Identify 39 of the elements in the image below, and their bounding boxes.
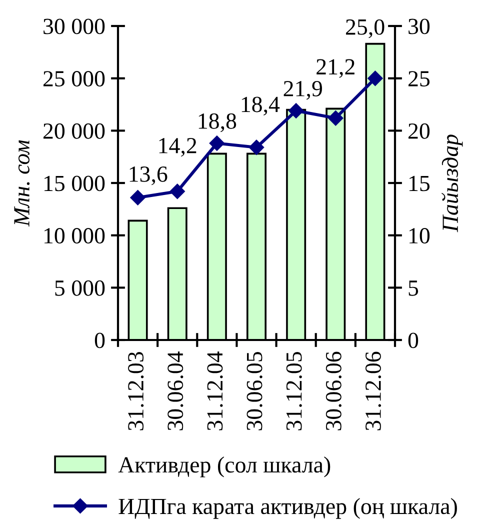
y2-tick-label: 0 [408, 332, 418, 348]
point [288, 103, 304, 118]
y2-tick-label: 25 [408, 71, 430, 87]
data-label: 13,6 [130, 166, 168, 186]
point [368, 70, 383, 86]
data-label: 18,4 [242, 96, 280, 116]
x-tick-label: 30.06.06 [326, 352, 342, 430]
y-axis-title: Млн. сом [14, 140, 30, 227]
y2-tick-label: 30 [408, 18, 430, 34]
y-tick-label: 10 000 [44, 228, 105, 244]
point [170, 184, 185, 199]
x-tick-label: 30.06.04 [168, 351, 184, 430]
y2-tick-label: 15 [410, 176, 430, 192]
y2-tick-label: 5 [408, 280, 418, 296]
x-tick-label: 31.12.05 [286, 352, 302, 430]
point [209, 136, 224, 151]
x-tick-label: 31.12.06 [365, 352, 382, 430]
y-tick-label: 30 000 [44, 18, 105, 34]
point [328, 110, 344, 126]
x-tick-label: 31.12.03 [128, 352, 144, 430]
y-tick-label: 20 000 [43, 123, 105, 139]
y-tick-label: 25 000 [43, 71, 105, 87]
data-label: 14,2 [159, 138, 196, 157]
y2-tick-label: 10 [410, 228, 430, 244]
point [130, 190, 146, 206]
y-tick-label: 5 000 [55, 280, 105, 296]
data-label: 25,0 [346, 19, 384, 38]
x-tick-label: 31.12.04 [207, 351, 223, 430]
x-tick-label: 30.06.05 [246, 352, 262, 430]
legend-label: ИДПга карата активдер (оң шкала) [118, 498, 457, 519]
y-tick-label: 0 [94, 332, 105, 348]
legend-label: Активдер (сол шкала) [118, 456, 330, 478]
y2-axis-title: Пайыздар [442, 134, 463, 232]
data-label: 18,8 [198, 113, 236, 132]
y-tick-label: 15 000 [44, 176, 105, 192]
point [248, 140, 264, 155]
data-label: 21,2 [316, 59, 354, 78]
y2-tick-label: 20 [408, 123, 430, 139]
data-label: 21,9 [284, 81, 322, 100]
